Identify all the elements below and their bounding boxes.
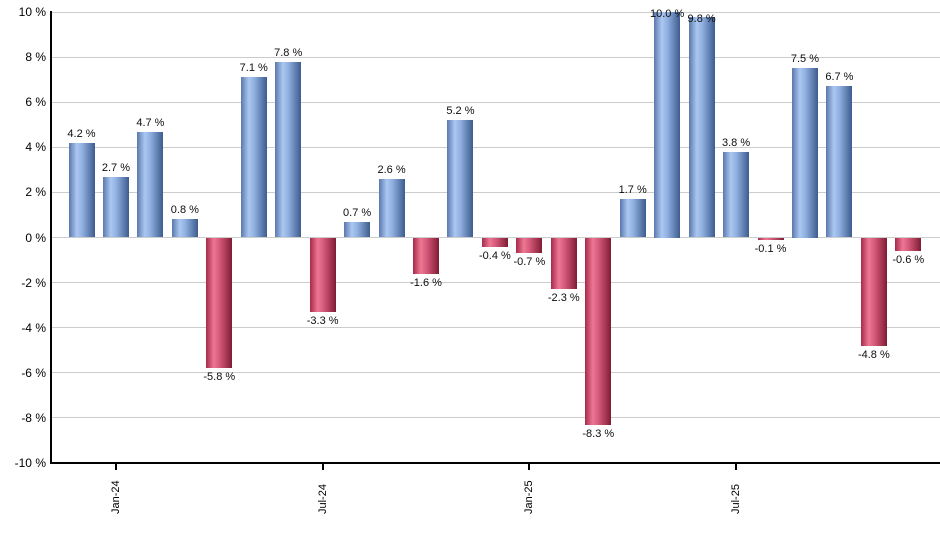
bar-value-label: -2.3 % [547, 292, 580, 305]
gridline [52, 282, 940, 284]
x-axis-tick-label: Jan-24 [109, 480, 122, 514]
bar-Oct-25[interactable] [826, 86, 853, 238]
bar-value-label: 7.1 % [239, 62, 268, 75]
bar-value-label: 4.2 % [67, 127, 96, 140]
bar-Apr-25[interactable] [619, 199, 646, 238]
x-axis-line [50, 462, 940, 464]
gridline [52, 327, 940, 329]
bar-Dec-23[interactable] [68, 142, 95, 238]
bar-value-label: -0.1 % [754, 242, 787, 255]
bar-value-label: 4.7 % [136, 116, 165, 129]
bar-Jan-24[interactable] [102, 176, 129, 238]
bar-value-label: -0.7 % [513, 256, 546, 269]
x-axis-tick [321, 462, 324, 470]
bar-Dec-25[interactable] [895, 237, 922, 252]
x-axis-tick [114, 462, 117, 470]
bar-Apr-24[interactable] [206, 237, 233, 369]
y-axis-tick-label: 4 % [25, 140, 46, 155]
bar-value-label: -0.6 % [892, 254, 925, 267]
bar-value-label: -1.6 % [410, 276, 442, 289]
y-axis-tick-label: -4 % [21, 320, 46, 335]
bar-value-label: 7.8 % [274, 46, 303, 59]
bar-Nov-25[interactable] [860, 237, 887, 346]
bar-value-label: -8.3 % [582, 427, 615, 440]
bar-value-label: 7.5 % [790, 53, 820, 66]
y-axis-tick-label: 0 % [25, 230, 46, 245]
y-axis-tick-label: -2 % [21, 275, 46, 290]
bar-value-label: 1.7 % [618, 184, 647, 197]
bar-Nov-24[interactable] [447, 120, 474, 238]
gridline [52, 101, 940, 103]
y-axis-tick-label: -6 % [21, 365, 46, 380]
bar-value-label: -0.4 % [478, 249, 511, 262]
y-axis-tick-label: 6 % [25, 95, 46, 110]
y-axis-line [50, 11, 52, 464]
bar-Jun-24[interactable] [275, 61, 302, 238]
x-axis-tick [735, 462, 738, 470]
bar-Jul-25[interactable] [723, 151, 750, 238]
y-axis-tick-label: 8 % [25, 50, 46, 65]
bar-Jan-25[interactable] [516, 237, 543, 254]
bar-Dec-24[interactable] [481, 237, 508, 247]
y-axis-tick-label: -10 % [14, 456, 46, 470]
x-axis-tick-label: Jul-24 [316, 484, 329, 514]
y-axis-tick-label: 10 % [18, 5, 46, 19]
bar-Sep-25[interactable] [791, 68, 818, 238]
bar-value-label: 6.7 % [825, 71, 854, 84]
gridline [52, 372, 940, 374]
y-axis-tick-label: 2 % [25, 185, 46, 200]
bar-Mar-25[interactable] [585, 237, 612, 425]
bar-value-label: 0.7 % [343, 206, 372, 219]
bar-value-label: 3.8 % [721, 136, 751, 149]
bar-value-label: 2.6 % [377, 163, 406, 176]
bar-Jul-24[interactable] [309, 237, 336, 312]
bar-value-label: -3.3 % [306, 314, 339, 327]
bar-Mar-24[interactable] [171, 219, 198, 238]
x-axis-tick-label: Jan-25 [523, 480, 536, 514]
bar-May-24[interactable] [240, 77, 267, 238]
gridline [52, 56, 940, 58]
bar-value-label: 10.0 % [650, 8, 685, 20]
bar-value-label: 5.2 % [446, 105, 475, 118]
bar-value-label: -4.8 % [857, 348, 890, 361]
gridline [52, 417, 940, 419]
x-axis-tick [528, 462, 531, 470]
bar-value-label: 0.8 % [170, 204, 199, 217]
bar-value-label: 2.7 % [101, 161, 131, 174]
bar-value-label: 9.8 % [687, 12, 716, 25]
gridline [52, 146, 940, 148]
bar-Aug-25[interactable] [757, 237, 784, 240]
bar-Sep-24[interactable] [378, 178, 405, 238]
y-axis-tick-label: -8 % [21, 410, 46, 425]
gridline [52, 11, 940, 13]
bar-value-label: -5.8 % [203, 371, 236, 384]
bar-Jun-25[interactable] [688, 16, 715, 238]
bar-Aug-24[interactable] [344, 221, 371, 238]
bar-Feb-24[interactable] [137, 131, 164, 238]
bar-May-25[interactable] [654, 12, 681, 238]
bar-Feb-25[interactable] [550, 237, 577, 290]
x-axis-tick-label: Jul-25 [730, 484, 743, 514]
bar-Oct-24[interactable] [413, 237, 439, 274]
gridline [52, 191, 940, 193]
